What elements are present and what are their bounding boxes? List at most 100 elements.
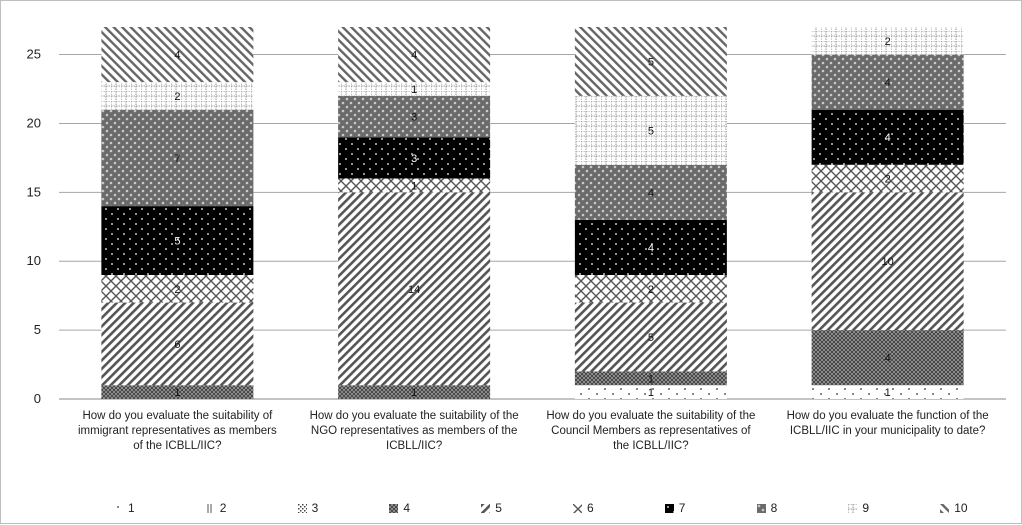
legend-swatch — [205, 503, 215, 513]
data-label: 6 — [174, 339, 180, 351]
x-category-label: How do you evaluate the function of the … — [786, 410, 989, 437]
data-label: 7 — [174, 153, 180, 165]
bar-segment — [101, 302, 254, 386]
data-label: 4 — [648, 187, 654, 199]
legend-swatch — [848, 503, 858, 513]
legend-item: 7 — [664, 497, 686, 519]
bar-segment — [101, 275, 254, 303]
legend-label: 6 — [587, 501, 594, 515]
data-label: 1 — [648, 373, 654, 385]
x-category-label: How do you evaluate the suitability of t… — [309, 410, 519, 452]
legend-label: 8 — [770, 501, 778, 515]
legend-label: 7 — [678, 501, 686, 515]
legend-swatch — [940, 503, 950, 513]
y-tick-label: 0 — [34, 391, 41, 406]
bar-segment — [574, 275, 727, 303]
bar-segment — [338, 385, 491, 399]
bar-segment — [811, 385, 964, 399]
bar-segment — [338, 82, 491, 96]
data-label: 2 — [174, 91, 180, 103]
data-label: 1 — [885, 387, 891, 399]
data-label: 4 — [885, 353, 891, 365]
bar-segment — [811, 330, 964, 386]
bar-segment — [574, 95, 727, 165]
bar-segment — [811, 164, 964, 193]
legend-item: 9 — [848, 497, 869, 519]
legend-item: 6 — [573, 497, 594, 519]
data-label: 4 — [174, 50, 180, 62]
legend-swatch — [756, 503, 766, 513]
bar-segment — [574, 164, 727, 220]
legend-item: 10 — [940, 497, 968, 519]
bar-segment — [338, 137, 491, 179]
data-label: 1 — [411, 387, 417, 399]
data-label: 5 — [648, 56, 654, 68]
legend-swatch — [573, 503, 582, 513]
legend-item: 2 — [205, 497, 227, 519]
legend-label: 5 — [495, 501, 502, 515]
data-label: 3 — [411, 112, 417, 124]
bar-segment — [574, 302, 727, 372]
legend-swatch — [664, 503, 674, 513]
legend-label: 9 — [862, 501, 870, 515]
data-label: 1 — [411, 84, 417, 96]
data-label: 2 — [885, 174, 891, 186]
data-label: 4 — [648, 242, 654, 254]
legend-item: 8 — [756, 497, 778, 519]
data-label: 3 — [411, 153, 417, 165]
bar-segment — [574, 27, 727, 96]
legend-label: 10 — [954, 501, 968, 515]
data-label: 4 — [885, 132, 891, 144]
bar-segment — [338, 95, 491, 138]
y-tick-label: 10 — [27, 253, 41, 268]
data-label: 2 — [885, 36, 891, 48]
legend-swatch — [297, 503, 307, 513]
y-tick-label: 25 — [27, 47, 41, 62]
data-label: 5 — [648, 332, 654, 344]
bar-segment — [101, 206, 254, 275]
legend-label: 4 — [403, 501, 411, 515]
legend-label: 1 — [128, 501, 135, 515]
bar-segment — [811, 54, 964, 110]
legend-item: 1 — [114, 497, 135, 519]
legend-label: 2 — [219, 501, 227, 515]
data-label: 1 — [174, 387, 180, 399]
legend-item: 5 — [481, 497, 502, 519]
bar-segment — [101, 385, 254, 399]
bar-segment — [338, 178, 491, 193]
bar-segment — [811, 109, 964, 165]
legend-swatch — [114, 503, 123, 513]
data-label: 14 — [408, 284, 420, 296]
y-tick-label: 5 — [34, 322, 41, 337]
bar-segment — [338, 27, 491, 83]
bar-segment — [574, 385, 727, 399]
data-label: 4 — [411, 50, 417, 62]
bar-segment — [338, 192, 491, 386]
x-category-label: How do you evaluate the suitability of i… — [77, 410, 277, 452]
legend-swatch — [481, 503, 491, 513]
data-label: 10 — [882, 256, 894, 268]
data-label: 1 — [648, 387, 654, 399]
legend: 1 2 3 4 5 6 7 8 9 10 — [1, 497, 1022, 519]
x-category-label: How do you evaluate the suitability of t… — [546, 410, 756, 452]
y-tick-label: 15 — [27, 184, 41, 199]
data-label: 5 — [648, 125, 654, 137]
legend-label: 3 — [311, 501, 319, 515]
bar-segment — [101, 82, 254, 110]
data-label: 5 — [174, 236, 180, 248]
data-label: 1 — [411, 180, 417, 192]
legend-item: 3 — [297, 497, 319, 519]
bar-segment — [574, 219, 727, 275]
bar-segment — [101, 109, 254, 207]
y-tick-label: 20 — [27, 115, 41, 130]
legend-item: 4 — [389, 497, 410, 519]
data-label: 2 — [174, 284, 180, 296]
legend-swatch — [389, 503, 399, 513]
bar-segment — [811, 27, 964, 55]
data-label: 2 — [648, 284, 654, 296]
bar-segment — [101, 27, 254, 83]
data-label: 4 — [885, 77, 891, 89]
bar-segment — [811, 192, 964, 331]
